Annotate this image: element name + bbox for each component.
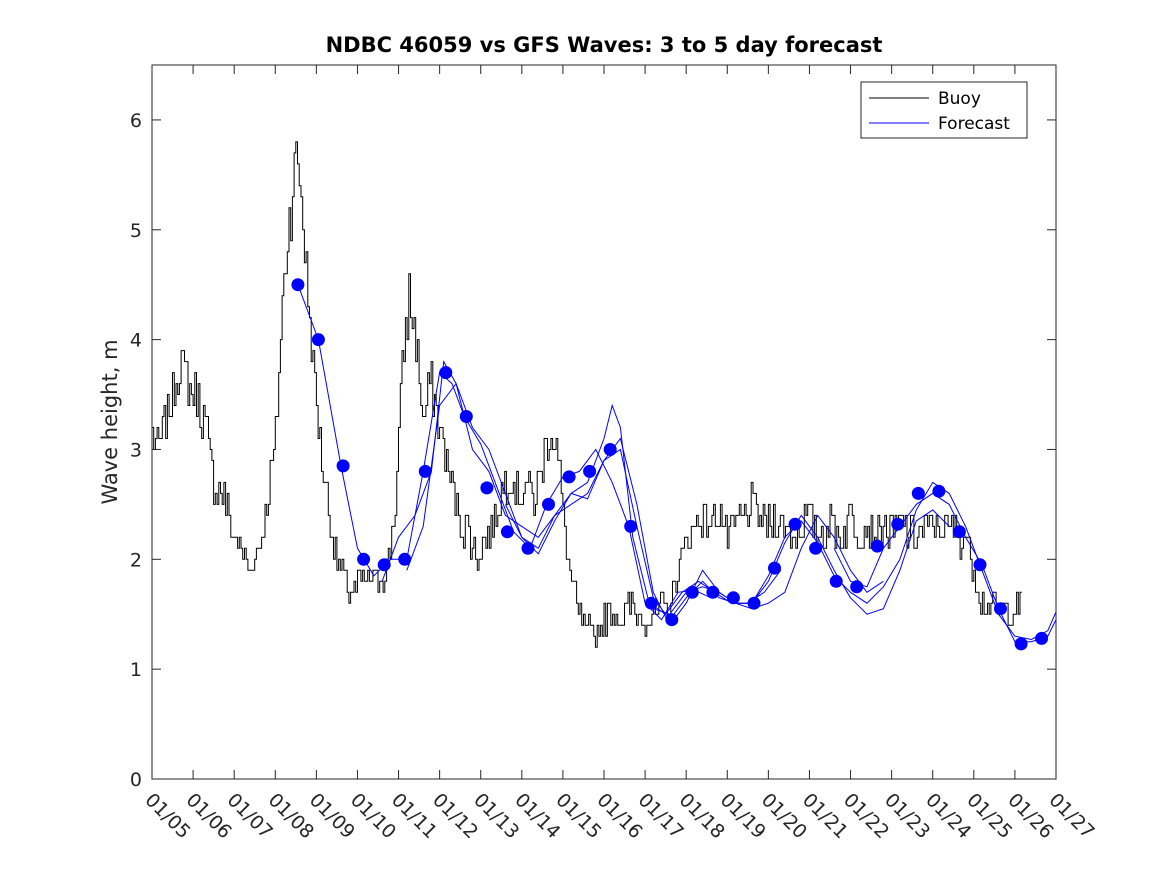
x-tick-label: 01/20	[757, 789, 811, 843]
forecast-point	[1014, 637, 1028, 651]
x-tick-label: 01/08	[264, 789, 318, 843]
forecast-point	[624, 519, 638, 533]
forecast-point	[809, 541, 823, 555]
y-tick-label: 0	[130, 769, 142, 791]
y-axis-label: Wave height, m	[98, 339, 122, 504]
forecast-point	[870, 539, 884, 553]
forecast-point	[542, 497, 555, 511]
x-tick-label: 01/22	[839, 789, 893, 843]
forecast-point	[891, 517, 905, 531]
chart-title: NDBC 46059 vs GFS Waves: 3 to 5 day fore…	[326, 33, 883, 57]
forecast-point	[706, 585, 720, 599]
forecast-series-line-1	[297, 284, 712, 621]
x-tick-label: 01/12	[428, 789, 482, 843]
x-tick-label: 01/16	[592, 789, 646, 843]
forecast-point	[932, 484, 946, 498]
x-tick-label: 01/15	[551, 789, 605, 843]
forecast-point	[685, 585, 699, 599]
forecast-point	[973, 558, 987, 572]
forecast-point	[500, 525, 514, 539]
x-tick-label: 01/14	[510, 789, 564, 843]
x-tick-label: 01/07	[223, 789, 277, 843]
x-tick-label: 01/06	[182, 789, 236, 843]
forecast-point	[291, 278, 305, 292]
x-tick-label: 01/09	[305, 789, 359, 843]
forecast-point	[480, 481, 494, 495]
x-tick-label: 01/11	[387, 789, 441, 843]
forecast-point	[336, 459, 350, 473]
x-tick-label: 01/05	[140, 789, 194, 843]
x-tick-label: 01/13	[469, 789, 523, 843]
forecast-point	[583, 464, 597, 478]
axes-box	[151, 64, 1057, 780]
y-tick-label: 5	[130, 220, 142, 242]
x-tick-label: 01/18	[675, 789, 729, 843]
legend-label-forecast: Forecast	[938, 114, 1010, 134]
x-tick-label: 01/17	[634, 789, 688, 843]
x-tick-label: 01/27	[1044, 789, 1098, 843]
forecast-series-line-3	[406, 382, 884, 627]
y-tick-label: 4	[130, 330, 142, 352]
y-tick-label: 3	[130, 439, 142, 461]
forecast-point	[726, 591, 740, 605]
x-tick-label: 01/26	[1003, 789, 1057, 843]
x-tick-label: 01/23	[880, 789, 934, 843]
forecast-point	[521, 541, 535, 555]
forecast-point	[788, 517, 802, 531]
forecast-point	[829, 574, 843, 588]
x-tick-label: 01/25	[962, 789, 1016, 843]
forecast-point	[665, 613, 679, 627]
forecast-point	[603, 443, 617, 456]
y-tick-label: 1	[130, 659, 142, 681]
forecast-point	[377, 558, 391, 572]
forecast-point	[911, 486, 925, 500]
forecast-point	[952, 525, 966, 539]
forecast-point	[418, 464, 432, 478]
forecast-series-line-4	[504, 448, 950, 621]
forecast-point	[1035, 631, 1049, 645]
forecast-point	[994, 602, 1007, 616]
forecast-point	[311, 333, 325, 347]
plot-series	[152, 141, 1056, 651]
y-tick-label: 6	[130, 110, 142, 132]
forecast-point	[459, 410, 473, 423]
forecast-point	[357, 552, 371, 566]
forecast-point	[850, 580, 864, 594]
forecast-point	[644, 596, 658, 610]
x-tick-label: 01/24	[921, 789, 975, 843]
forecast-series-line-2	[381, 360, 782, 615]
forecast-point	[562, 470, 576, 484]
x-tick-label: 01/19	[716, 789, 770, 843]
x-tick-label: 01/10	[346, 789, 400, 843]
legend: Buoy Forecast	[860, 81, 1028, 139]
plot-area	[152, 141, 1056, 651]
forecast-point	[439, 366, 453, 380]
forecast-point	[768, 561, 781, 575]
forecast-point	[747, 596, 761, 610]
y-tick-label: 2	[130, 549, 142, 571]
legend-box	[860, 81, 1028, 139]
forecast-point	[398, 552, 412, 566]
x-tick-label: 01/21	[798, 789, 852, 843]
legend-label-buoy: Buoy	[938, 89, 981, 109]
buoy-series-line	[152, 141, 1022, 648]
